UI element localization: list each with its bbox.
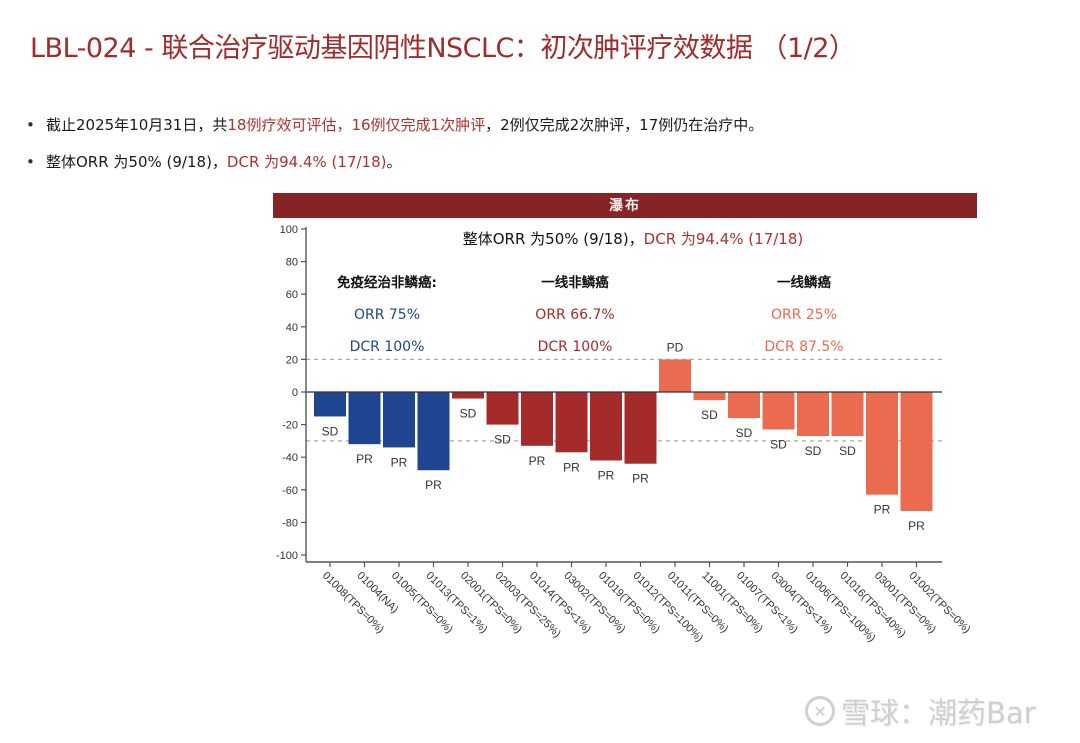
y-tick-label: -80 (282, 517, 298, 529)
response-label: PR (598, 468, 615, 482)
x-tick-label: 03001(TPS=0%) (872, 570, 938, 636)
overall-response-annotation: 整体ORR 为50% (9/18)，DCR 为94.4% (17/18) (463, 230, 804, 248)
y-tick-label: 20 (286, 354, 298, 366)
group-dcr-label: DCR 100% (350, 339, 425, 355)
bar (486, 392, 519, 425)
bullet-1-text-c: ，2例仅完成2次肿评，17例仍在治疗中。 (485, 116, 764, 134)
bar (624, 392, 657, 464)
group-name-label: 一线非鳞癌 (541, 274, 609, 291)
overall-orr-text: 整体ORR 为50% (9/18)， (463, 230, 644, 248)
y-tick-label: -20 (282, 420, 298, 432)
response-label: PR (563, 460, 580, 474)
bar (900, 392, 933, 511)
bar (728, 392, 760, 419)
y-tick-label: 0 (292, 387, 298, 399)
group-dcr-label: DCR 87.5% (764, 339, 843, 355)
x-tick-label: 01011(TPS=0%) (665, 570, 731, 636)
group-orr-label: ORR 75% (354, 307, 420, 323)
bullet-2-text-b: DCR 为94.4% (17/18) (226, 153, 387, 171)
bar (383, 392, 415, 448)
bullet-2-text-c: 。 (386, 153, 402, 171)
response-label: SD (322, 424, 339, 438)
bullet-1-text-b: 18例疗效可评估，16例仅完成1次肿评 (227, 116, 486, 134)
group-orr-label: ORR 66.7% (535, 307, 614, 323)
response-label: PR (908, 519, 925, 533)
bullet-dot: • (26, 153, 35, 171)
summary-bullets: • 截止2025年10月31日，共18例疗效可评估，16例仅完成1次肿评，2例仅完… (26, 107, 763, 181)
bar (590, 392, 622, 461)
y-tick-label: 100 (280, 224, 298, 236)
bar (797, 392, 829, 437)
page-title: LBL-024 - 联合治疗驱动基因阴性NSCLC：初次肿评疗效数据 （1/2） (30, 33, 856, 64)
response-label: PR (632, 472, 649, 486)
response-label: PR (874, 503, 891, 517)
response-label: PR (391, 455, 408, 469)
x-tick-label: 01008(TPS=0%) (320, 570, 386, 636)
bar (314, 392, 346, 417)
response-label: SD (805, 444, 822, 458)
response-label: SD (770, 437, 787, 451)
x-tick-label: 03004(TPS<1%) (768, 570, 834, 636)
response-label: PR (356, 452, 373, 466)
bar (762, 392, 795, 430)
response-label: SD (460, 407, 477, 421)
y-tick-label: -60 (282, 485, 298, 497)
x-tick-label: 02001(TPS=0%) (458, 570, 524, 636)
x-tick-label: 01005(TPS=0%) (389, 570, 455, 636)
response-label: SD (494, 433, 511, 447)
response-label: SD (736, 426, 753, 440)
response-label: PR (425, 478, 442, 492)
response-label: PR (529, 454, 546, 468)
bar (417, 392, 450, 471)
y-tick-label: 60 (286, 289, 298, 301)
bar (555, 392, 588, 453)
bullet-2-text-a: 整体ORR 为50% (9/18)， (46, 153, 227, 171)
group-name-label: 免疫经治非鳞癌: (337, 274, 437, 291)
y-tick-label: 80 (286, 257, 298, 269)
x-tick-label: 03002(TPS=0%) (561, 570, 627, 636)
bullet-1-text-a: 截止2025年10月31日，共 (46, 116, 228, 134)
bullet-dot: • (26, 116, 35, 134)
chart-banner: 瀑布 (273, 193, 977, 218)
bar (659, 359, 691, 392)
y-tick-label: -100 (276, 550, 298, 562)
overall-dcr-text: DCR 为94.4% (17/18) (644, 230, 804, 248)
response-label: PD (667, 340, 684, 354)
watermark-text: 雪球：潮药Bar (841, 696, 1036, 730)
bar (866, 392, 898, 495)
x-tick-label: 11001(TPS=0%) (699, 570, 765, 636)
x-tick-label: 01007(TPS<1%) (734, 570, 800, 636)
y-tick-label: 40 (286, 322, 298, 334)
response-label: SD (839, 444, 856, 458)
group-orr-label: ORR 25% (771, 307, 837, 323)
bar (831, 392, 864, 437)
x-tick-label: 01002(TPS=0%) (906, 570, 972, 636)
bar (348, 392, 381, 445)
x-tick-label: 01019(TPS=0%) (596, 570, 662, 636)
group-name-label: 一线鳞癌 (777, 274, 831, 291)
bar (521, 392, 553, 446)
x-tick-label: 01014(TPS<1%) (527, 570, 593, 636)
response-label: SD (701, 408, 718, 422)
x-tick-label: 01013(TPS=1%) (423, 570, 489, 636)
bullet-item-2: • 整体ORR 为50% (9/18)，DCR 为94.4% (17/18)。 (26, 144, 763, 181)
group-dcr-label: DCR 100% (538, 339, 613, 355)
watermark: ✕ 雪球：潮药Bar (805, 690, 1036, 732)
bar (452, 392, 484, 399)
y-tick-label: -40 (282, 452, 298, 464)
xueqiu-logo-icon: ✕ (805, 696, 835, 726)
bar (693, 392, 726, 401)
bullet-item-1: • 截止2025年10月31日，共18例疗效可评估，16例仅完成1次肿评，2例仅完… (26, 107, 763, 144)
